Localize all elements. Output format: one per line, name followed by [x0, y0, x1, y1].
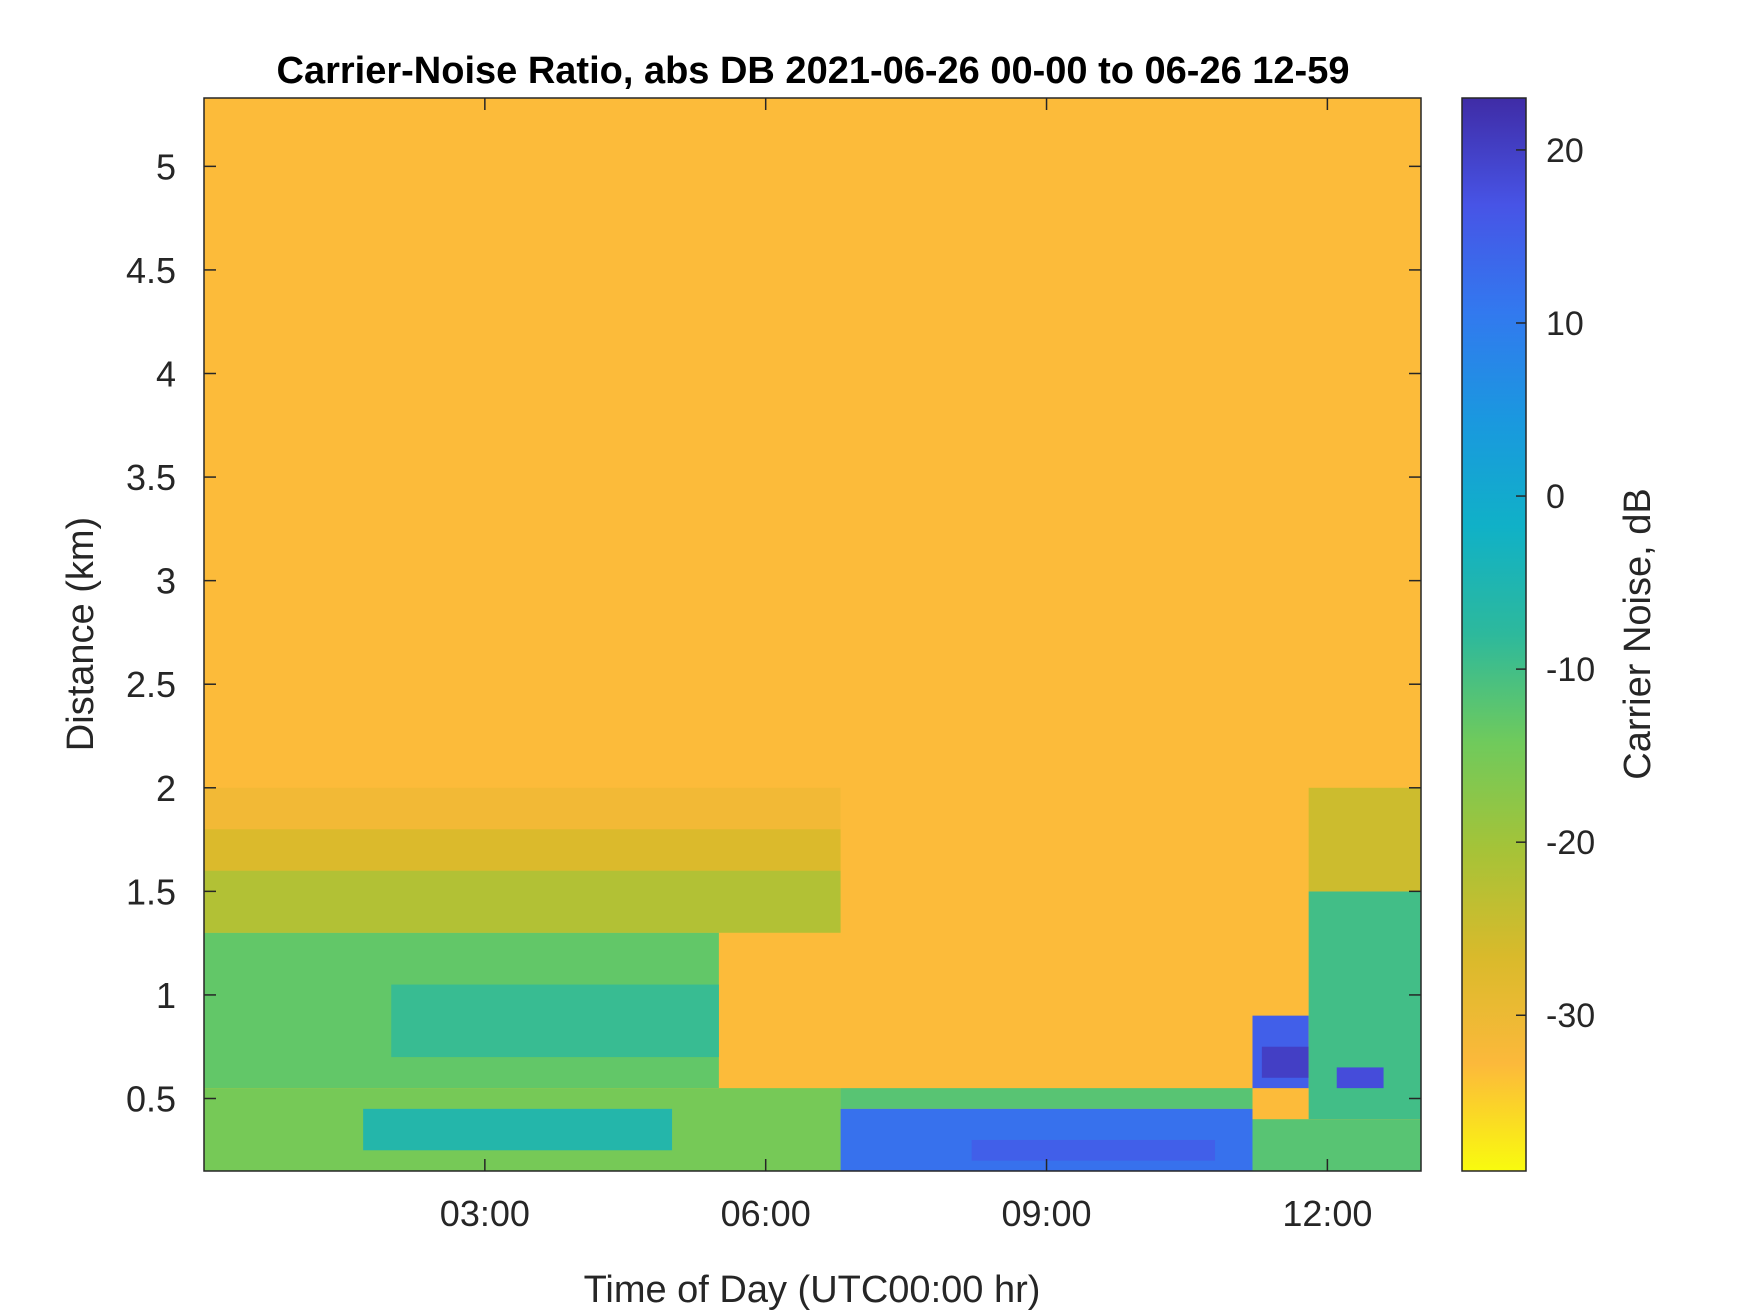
heatmap-region-15 [1252, 1119, 1421, 1171]
heatmap-region-2 [204, 829, 841, 871]
heatmap-region-1 [204, 787, 841, 830]
y-tick-label-7: 4 [156, 354, 176, 395]
y-tick-label-4: 2.5 [126, 664, 176, 705]
heatmap-region-5 [391, 984, 719, 1058]
y-tick-label-0: 0.5 [126, 1079, 176, 1120]
colorbar-tick-label-5: 20 [1546, 132, 1584, 170]
colorbar-label: Carrier Noise, dB [1617, 488, 1659, 779]
y-tick-label-3: 2 [156, 768, 176, 809]
y-axis-label: Distance (km) [60, 517, 102, 751]
colorbar-tick-label-4: 10 [1546, 305, 1584, 343]
colorbar-scale [1461, 97, 1527, 1172]
y-tick-label-8: 4.5 [126, 250, 176, 291]
colorbar-tick-label-1: -20 [1546, 824, 1595, 862]
colorbar-tick-label-0: -30 [1546, 997, 1595, 1035]
x-axis-label: Time of Day (UTC00:00 hr) [584, 1269, 1041, 1311]
y-tick-label-6: 3.5 [126, 457, 176, 498]
heatmap-region-12 [1261, 1046, 1309, 1078]
x-axis: 03:00 06:00 09:00 12:00 [440, 98, 1372, 1234]
heatmap-plot-area [203, 97, 1422, 1172]
y-tick-label-2: 1.5 [126, 871, 176, 912]
x-tick-label-2: 09:00 [1001, 1193, 1091, 1234]
y-tick-label-5: 3 [156, 561, 176, 602]
heatmap-region-7 [363, 1108, 673, 1151]
x-tick-label-1: 06:00 [721, 1193, 811, 1234]
heatmap-region-14 [1336, 1067, 1384, 1089]
y-tick-label-9: 5 [156, 146, 176, 187]
heatmap-region-16 [1308, 787, 1421, 892]
colorbar-tick-label-3: 0 [1546, 478, 1565, 516]
heatmap-region-3 [204, 870, 841, 933]
colorbar-tick-label-2: -10 [1546, 651, 1595, 689]
x-tick-label-0: 03:00 [440, 1193, 530, 1234]
y-tick-label-1: 1 [156, 975, 176, 1016]
colorbar: -30 -20 -10 0 10 20 [1461, 97, 1595, 1172]
x-tick-label-3: 12:00 [1282, 1193, 1372, 1234]
heatmap-region-8 [840, 1088, 1253, 1109]
chart-title: Carrier-Noise Ratio, abs DB 2021-06-26 0… [277, 50, 1350, 92]
plot-frame [203, 97, 1422, 1172]
y-axis: 0.5 1 1.5 2 2.5 3 3.5 4 4.5 5 [126, 146, 1421, 1120]
heatmap-region-10 [971, 1139, 1216, 1161]
